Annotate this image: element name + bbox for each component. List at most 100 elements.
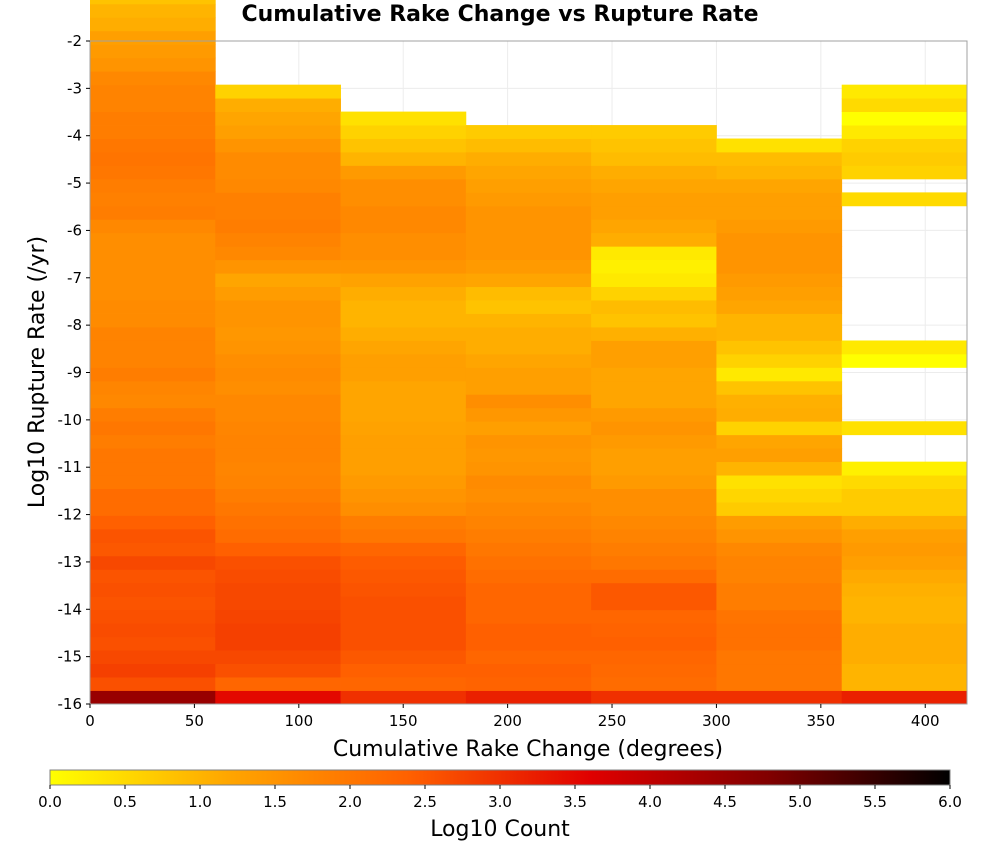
heatmap-cell	[591, 340, 717, 355]
heatmap-cell	[90, 475, 216, 489]
heatmap-cell	[340, 259, 467, 274]
heatmap-cell	[340, 569, 467, 584]
heatmap-cell	[340, 125, 467, 139]
x-tick-label: 50	[185, 712, 204, 730]
heatmap-cell	[465, 151, 592, 166]
heatmap-cell	[591, 636, 717, 651]
heatmap-cell	[716, 690, 843, 705]
heatmap-cell	[591, 582, 717, 597]
heatmap-cell	[90, 0, 216, 5]
colorbar-ticks: 0.0 0.5 1.0 1.5 2.0 2.5 3.0 3.5 4.0 4.5 5.0 5.5 6.0	[38, 785, 962, 811]
colorbar-tick-label: 4.5	[713, 793, 737, 811]
heatmap-cell	[841, 138, 968, 153]
heatmap-cell	[215, 300, 341, 314]
heatmap-cell	[465, 596, 592, 611]
heatmap-cell	[716, 623, 843, 638]
heatmap-cell	[591, 219, 717, 234]
heatmap-cell	[340, 502, 467, 516]
heatmap-cell	[90, 286, 216, 301]
heatmap-cell	[465, 300, 592, 314]
heatmap-cell	[215, 165, 341, 180]
heatmap-cell	[841, 623, 968, 638]
heatmap-cell	[340, 542, 467, 557]
heatmap-cell	[90, 71, 216, 86]
heatmap-cell	[841, 192, 968, 207]
heatmap-cell	[340, 448, 467, 463]
heatmap-cell	[591, 421, 717, 436]
heatmap-cell	[716, 488, 843, 503]
heatmap-cell	[465, 650, 592, 665]
heatmap-cell	[591, 394, 717, 409]
heatmap-cell	[716, 407, 843, 422]
heatmap-cell	[90, 30, 216, 45]
heatmap-cell	[465, 246, 592, 261]
heatmap-cell	[215, 569, 341, 584]
heatmap-cell	[215, 542, 341, 557]
heatmap-cell	[841, 98, 968, 113]
y-tick-label: -13	[58, 553, 83, 571]
heatmap-cell	[90, 138, 216, 153]
heatmap-cell	[215, 138, 341, 153]
heatmap-cell	[841, 596, 968, 611]
heatmap-cell	[215, 421, 341, 436]
heatmap-cell	[716, 327, 843, 341]
heatmap-cell	[340, 313, 467, 328]
heatmap-cell	[340, 178, 467, 193]
heatmap-cell	[465, 340, 592, 355]
heatmap-cell	[215, 461, 341, 476]
heatmap-cell	[841, 609, 968, 624]
heatmap-cell	[90, 17, 216, 32]
heatmap-cell	[591, 273, 717, 288]
heatmap-cell	[841, 502, 968, 516]
heatmap-cell	[465, 475, 592, 489]
heatmap-cell	[465, 623, 592, 638]
heatmap-cell	[716, 246, 843, 261]
heatmap-cell	[716, 650, 843, 665]
heatmap-cell	[716, 636, 843, 651]
heatmap-cell	[465, 461, 592, 476]
heatmap-cell	[841, 84, 968, 99]
heatmap-cell	[90, 57, 216, 72]
heatmap-cell	[340, 219, 467, 234]
heatmap-cell	[340, 367, 467, 382]
heatmap-cell	[90, 367, 216, 382]
heatmap-cell	[591, 380, 717, 395]
heatmap-cell	[591, 448, 717, 463]
heatmap-cell	[90, 407, 216, 422]
heatmap-cell	[340, 677, 467, 691]
x-tick-label: 400	[911, 712, 940, 730]
heatmap-cell	[340, 111, 467, 126]
heatmap-cell	[465, 273, 592, 288]
heatmap-cell	[215, 286, 341, 301]
heatmap-cell	[591, 313, 717, 328]
heatmap-cell	[841, 663, 968, 678]
heatmap-cell	[841, 582, 968, 597]
heatmap-cell	[465, 663, 592, 678]
heatmap-cell	[716, 421, 843, 436]
y-tick-label: -12	[58, 506, 83, 524]
heatmap-cell	[215, 205, 341, 220]
heatmap-cell	[591, 259, 717, 274]
heatmap-cell	[90, 125, 216, 139]
heatmap-cell	[90, 246, 216, 261]
heatmap-cell	[591, 407, 717, 422]
colorbar-tick-label: 1.5	[263, 793, 287, 811]
heatmap-cell	[465, 313, 592, 328]
heatmap-cell	[841, 488, 968, 503]
heatmap-cell	[215, 434, 341, 449]
heatmap-cell	[591, 151, 717, 166]
heatmap-cell	[591, 596, 717, 611]
heatmap-cell	[215, 515, 341, 530]
heatmap-cell	[591, 165, 717, 180]
heatmap-cell	[90, 313, 216, 328]
y-tick-label: -6	[67, 221, 82, 239]
y-tick-label: -14	[58, 600, 83, 618]
heatmap-cell	[215, 178, 341, 193]
heatmap-cell	[591, 650, 717, 665]
heatmap-cell	[90, 515, 216, 530]
heatmap-cell	[465, 448, 592, 463]
heatmap-cell	[591, 178, 717, 193]
heatmap-cell	[716, 569, 843, 584]
colorbar-label: Log10 Count	[430, 817, 570, 842]
heatmap-cell	[90, 98, 216, 113]
